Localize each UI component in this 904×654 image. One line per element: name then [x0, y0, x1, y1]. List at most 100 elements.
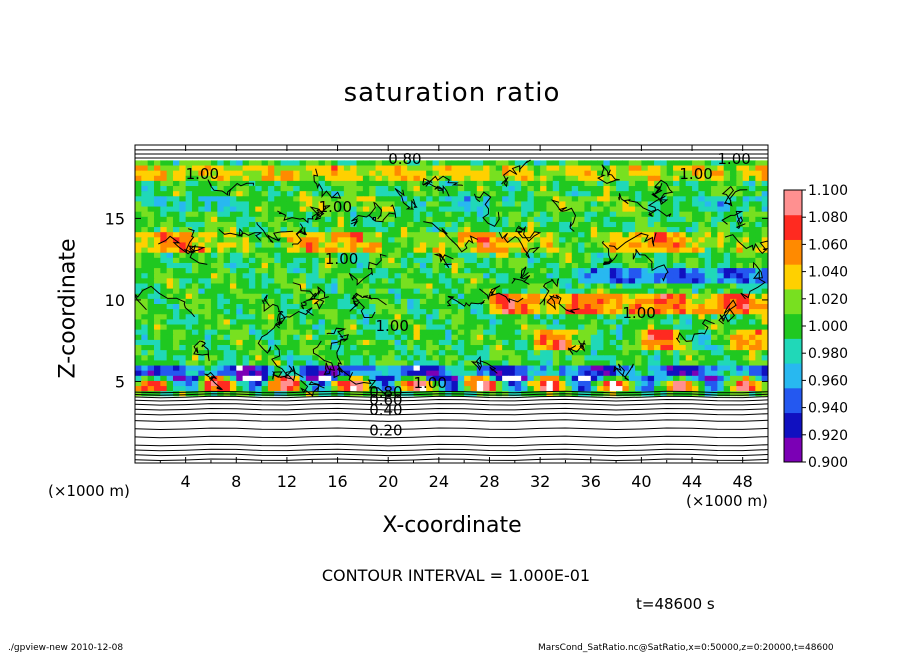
field-cell [692, 252, 699, 259]
field-cell [533, 273, 541, 279]
field-cell [736, 375, 744, 382]
field-cell [476, 216, 484, 223]
field-cell [394, 252, 402, 259]
field-cell [559, 288, 567, 295]
field-cell [204, 339, 212, 346]
field-cell [141, 252, 149, 259]
field-cell [597, 309, 605, 315]
field-cell [736, 196, 744, 203]
field-cell [527, 221, 535, 228]
field-cell [166, 165, 174, 172]
field-cell [445, 309, 453, 315]
field-cell [305, 334, 313, 341]
field-cell [337, 196, 345, 203]
field-cell [451, 191, 459, 197]
field-cell [565, 237, 573, 244]
field-cell [356, 345, 364, 351]
field-cell [426, 145, 434, 151]
field-cell [533, 365, 541, 372]
field-cell [135, 206, 142, 213]
field-cell [267, 365, 275, 372]
field-cell [166, 355, 174, 362]
field-cell [141, 386, 149, 392]
field-cell [704, 334, 712, 341]
field-cell [723, 180, 731, 187]
field-cell [407, 350, 415, 356]
field-cell [229, 165, 237, 172]
field-cell [502, 242, 510, 249]
field-cell [337, 298, 345, 305]
field-cell [628, 242, 636, 249]
field-cell [381, 324, 389, 331]
field-cell [749, 314, 756, 320]
field-cell [236, 242, 244, 249]
field-cell [343, 345, 351, 351]
field-cell [483, 242, 491, 249]
field-cell [502, 345, 510, 351]
field-cell [489, 298, 497, 305]
field-cell [223, 319, 231, 326]
field-cell [571, 180, 579, 187]
field-cell [331, 380, 339, 387]
field-cell [495, 319, 503, 326]
field-cell [362, 160, 370, 167]
field-cell [172, 237, 180, 244]
field-cell [489, 227, 497, 233]
field-cell [172, 170, 180, 177]
field-cell [280, 175, 288, 182]
field-cell [413, 396, 421, 403]
field-cell [280, 191, 288, 197]
field-cell [736, 180, 744, 187]
field-cell [350, 365, 358, 372]
field-cell [565, 339, 573, 346]
field-cell [730, 211, 737, 218]
field-cell [647, 345, 655, 351]
field-cell [331, 175, 339, 182]
field-cell [223, 227, 231, 233]
field-cell [305, 211, 313, 218]
field-cell [654, 165, 661, 172]
field-cell [685, 252, 693, 259]
field-cell [160, 319, 168, 326]
field-cell [673, 339, 680, 346]
field-cell [242, 227, 250, 233]
field-cell [191, 309, 199, 315]
field-cell [432, 206, 440, 213]
field-cell [147, 298, 155, 305]
field-cell [711, 262, 718, 269]
field-cell [286, 304, 294, 310]
field-cell [286, 160, 294, 167]
field-cell [730, 288, 737, 295]
field-cell [742, 278, 750, 285]
field-cell [413, 314, 421, 320]
field-cell [274, 216, 282, 223]
field-cell [153, 370, 161, 377]
field-cell [369, 145, 377, 151]
field-cell [394, 268, 402, 274]
field-cell [685, 206, 693, 213]
field-cell [584, 170, 592, 177]
field-cell [546, 237, 554, 244]
field-cell [685, 283, 693, 290]
field-cell [280, 273, 288, 279]
field-cell [546, 175, 554, 182]
field-cell [236, 293, 244, 300]
field-cell [394, 365, 402, 372]
field-cell [267, 150, 275, 156]
field-cell [584, 329, 592, 336]
field-cell [318, 298, 326, 305]
field-cell [445, 247, 453, 254]
field-cell [343, 380, 351, 387]
field-cell [419, 345, 427, 351]
field-cell [666, 180, 674, 187]
field-cell [312, 242, 320, 249]
field-cell [179, 355, 187, 362]
field-cell [210, 334, 218, 341]
field-cell [350, 386, 358, 392]
field-cell [483, 304, 491, 310]
field-cell [141, 309, 149, 315]
field-cell [508, 211, 516, 218]
field-cell [540, 278, 548, 285]
field-cell [312, 180, 320, 187]
field-cell [198, 268, 206, 274]
